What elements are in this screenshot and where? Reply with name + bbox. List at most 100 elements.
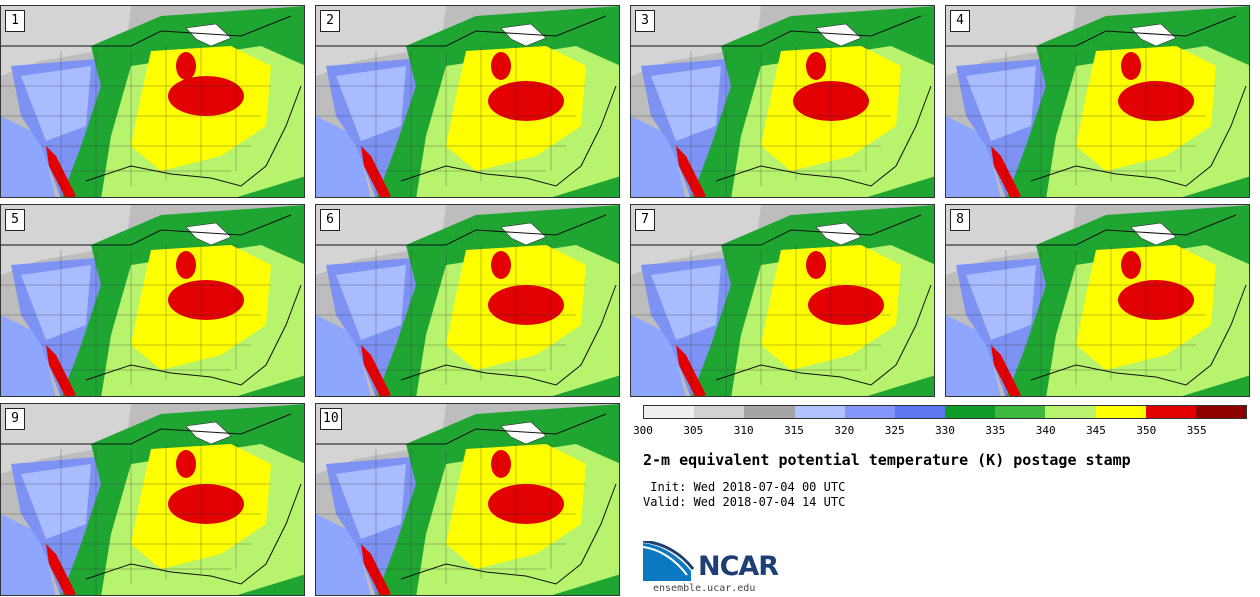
- colorbar-tick-label: 335: [985, 424, 1006, 437]
- red-region: [168, 484, 244, 524]
- red-region: [168, 76, 244, 116]
- colorbar-swatch: [1195, 406, 1247, 418]
- map-field: [316, 205, 619, 396]
- great-lakes: [1130, 222, 1177, 246]
- great-lakes: [185, 23, 232, 47]
- red-region: [1118, 280, 1194, 320]
- northwest-region: [946, 6, 1076, 76]
- coastline: [1030, 85, 1247, 187]
- colorbar-swatch: [644, 406, 695, 418]
- mountain-region: [21, 265, 91, 340]
- colorbar-tick-label: 310: [733, 424, 754, 437]
- panel-number: 10: [320, 408, 342, 430]
- panel-number: 8: [950, 209, 970, 231]
- ncar-logo-text: NCAR: [698, 551, 779, 582]
- red-spot: [176, 450, 196, 478]
- red-spot: [491, 450, 511, 478]
- pacific-region: [316, 514, 371, 595]
- red-region: [488, 81, 564, 121]
- page-title: 2-m equivalent potential temperature (K)…: [643, 451, 1131, 469]
- coastline: [85, 85, 302, 187]
- map-field: [946, 205, 1249, 396]
- mountain-region: [336, 464, 406, 539]
- northwest-region: [631, 205, 761, 275]
- pacific-region: [946, 315, 1001, 396]
- red-spot: [1121, 52, 1141, 80]
- map-field: [1, 404, 304, 595]
- northwest-region: [631, 6, 761, 76]
- northwest-region: [946, 205, 1076, 275]
- colorbar-swatch: [694, 406, 745, 418]
- great-lakes: [815, 222, 862, 246]
- red-region: [1118, 81, 1194, 121]
- mountain-region: [336, 265, 406, 340]
- colorbar-ticks: 300 305 310 315 320 325 330 335 340 345 350 355: [633, 424, 1247, 438]
- great-lakes: [185, 222, 232, 246]
- colorbar-swatch: [844, 406, 895, 418]
- colorbar-swatch: [744, 406, 795, 418]
- map-panel-1: 1: [0, 5, 305, 198]
- pacific-region: [946, 116, 1001, 197]
- pacific-region: [1, 315, 56, 396]
- us-canada-border: [946, 214, 1237, 246]
- northwest-region: [1, 6, 131, 76]
- great-lakes: [500, 421, 547, 445]
- coastline: [400, 483, 617, 585]
- map-field: [631, 205, 934, 396]
- red-region: [808, 285, 884, 325]
- us-canada-border: [946, 15, 1237, 47]
- pacific-region: [1, 514, 56, 595]
- pacific-region: [631, 116, 686, 197]
- red-region: [168, 280, 244, 320]
- map-field: [1, 205, 304, 396]
- red-spot: [1121, 251, 1141, 279]
- panel-number: 4: [950, 10, 970, 32]
- coastline: [1030, 284, 1247, 386]
- map-panel-5: 5: [0, 204, 305, 397]
- colorbar-tick-label: 345: [1086, 424, 1106, 437]
- colorbar-tick-label: 350: [1136, 424, 1157, 437]
- map-panel-9: 9: [0, 403, 305, 596]
- map-field: [316, 404, 619, 595]
- map-field: [946, 6, 1249, 197]
- map-field: [1, 6, 304, 197]
- colorbar-tick-label: 315: [784, 424, 804, 437]
- coastline: [715, 284, 932, 386]
- northwest-region: [316, 6, 446, 76]
- red-region: [488, 285, 564, 325]
- colorbar-swatch: [794, 406, 845, 418]
- colorbar-tick-label: 355: [1186, 424, 1207, 437]
- map-panel-2: 2: [315, 5, 620, 198]
- map-panel-7: 7: [630, 204, 935, 397]
- us-canada-border: [316, 413, 607, 445]
- great-lakes: [500, 222, 547, 246]
- valid-time: Valid: Wed 2018-07-04 14 UTC: [643, 495, 846, 509]
- colorbar-tick-label: 305: [683, 424, 704, 437]
- map-panel-3: 3: [630, 5, 935, 198]
- panel-number: 6: [320, 209, 340, 231]
- panel-number: 5: [5, 209, 25, 231]
- pacific-region: [631, 315, 686, 396]
- map-panel-4: 4: [945, 5, 1250, 198]
- us-canada-border: [631, 15, 922, 47]
- coastline: [715, 85, 932, 187]
- ncar-logo-icon: [643, 541, 695, 581]
- init-time: Init: Wed 2018-07-04 00 UTC: [643, 480, 846, 494]
- red-spot: [806, 52, 826, 80]
- us-canada-border: [1, 15, 292, 47]
- coastline: [85, 284, 302, 386]
- map-field: [316, 6, 619, 197]
- site-url[interactable]: ensemble.ucar.edu: [653, 583, 756, 594]
- pacific-region: [316, 116, 371, 197]
- mountain-region: [336, 66, 406, 141]
- panel-number: 7: [635, 209, 655, 231]
- us-canada-border: [631, 214, 922, 246]
- colorbar-tick-label: 340: [1035, 424, 1056, 437]
- colorbar-swatch: [945, 406, 996, 418]
- colorbar: [643, 405, 1247, 419]
- map-field: [631, 6, 934, 197]
- great-lakes: [185, 421, 232, 445]
- us-canada-border: [1, 413, 292, 445]
- northwest-region: [1, 404, 131, 474]
- northwest-region: [1, 205, 131, 275]
